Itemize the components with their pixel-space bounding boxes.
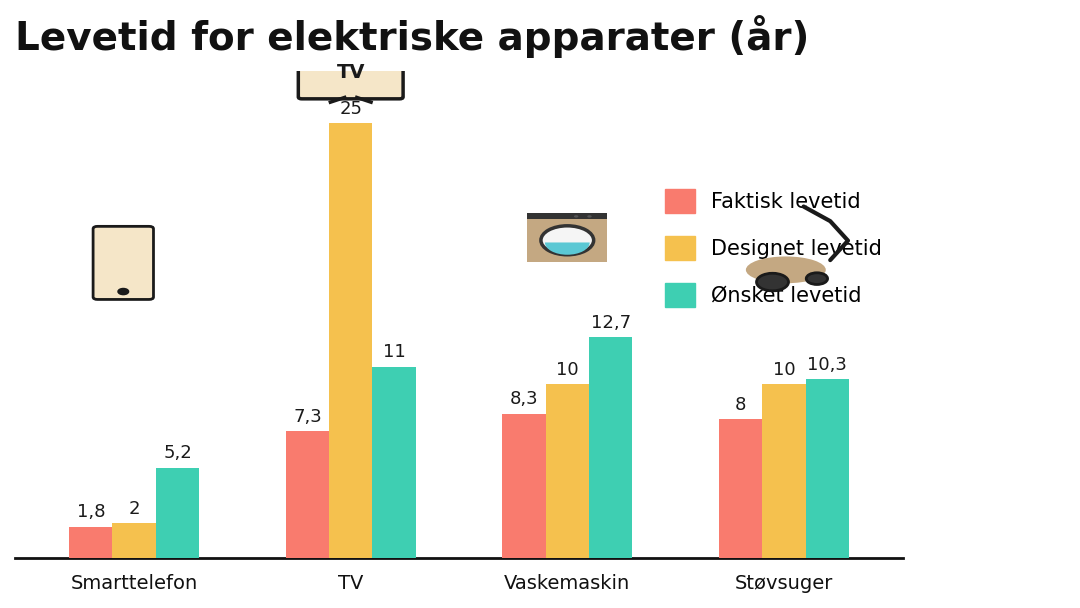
Legend: Faktisk levetid, Designet levetid, Ønsket levetid: Faktisk levetid, Designet levetid, Ønske… xyxy=(656,179,892,317)
Circle shape xyxy=(588,215,592,218)
Text: 25: 25 xyxy=(339,100,362,118)
Wedge shape xyxy=(545,243,590,255)
Text: 1,8: 1,8 xyxy=(77,503,105,522)
FancyBboxPatch shape xyxy=(298,46,403,99)
Bar xyxy=(156,468,199,558)
Text: Levetid for elektriske apparater (år): Levetid for elektriske apparater (år) xyxy=(15,15,809,58)
Text: 7,3: 7,3 xyxy=(293,408,322,426)
Bar xyxy=(762,384,806,558)
Circle shape xyxy=(807,273,827,285)
Bar xyxy=(719,419,762,558)
Bar xyxy=(545,384,589,558)
Ellipse shape xyxy=(746,257,826,283)
Bar xyxy=(589,337,632,558)
Circle shape xyxy=(573,215,579,218)
Circle shape xyxy=(119,289,129,294)
Text: 11: 11 xyxy=(382,344,405,361)
Circle shape xyxy=(541,226,594,255)
Circle shape xyxy=(756,273,788,291)
Text: 12,7: 12,7 xyxy=(591,314,631,332)
Text: 10,3: 10,3 xyxy=(807,356,847,373)
Text: 8: 8 xyxy=(734,396,746,413)
Text: 10: 10 xyxy=(556,361,579,379)
Bar xyxy=(69,527,112,558)
Bar xyxy=(373,367,416,558)
Bar xyxy=(329,123,373,558)
Bar xyxy=(104,237,143,285)
Text: 10: 10 xyxy=(772,361,795,379)
Bar xyxy=(806,379,849,558)
Bar xyxy=(286,431,329,558)
Text: 8,3: 8,3 xyxy=(510,390,538,409)
Text: 2: 2 xyxy=(129,500,140,518)
Text: 5,2: 5,2 xyxy=(163,444,192,462)
Text: TV: TV xyxy=(337,63,365,82)
Bar xyxy=(527,213,607,262)
Bar xyxy=(112,523,156,558)
Bar xyxy=(527,213,607,219)
FancyBboxPatch shape xyxy=(93,226,153,300)
Bar xyxy=(502,413,545,558)
